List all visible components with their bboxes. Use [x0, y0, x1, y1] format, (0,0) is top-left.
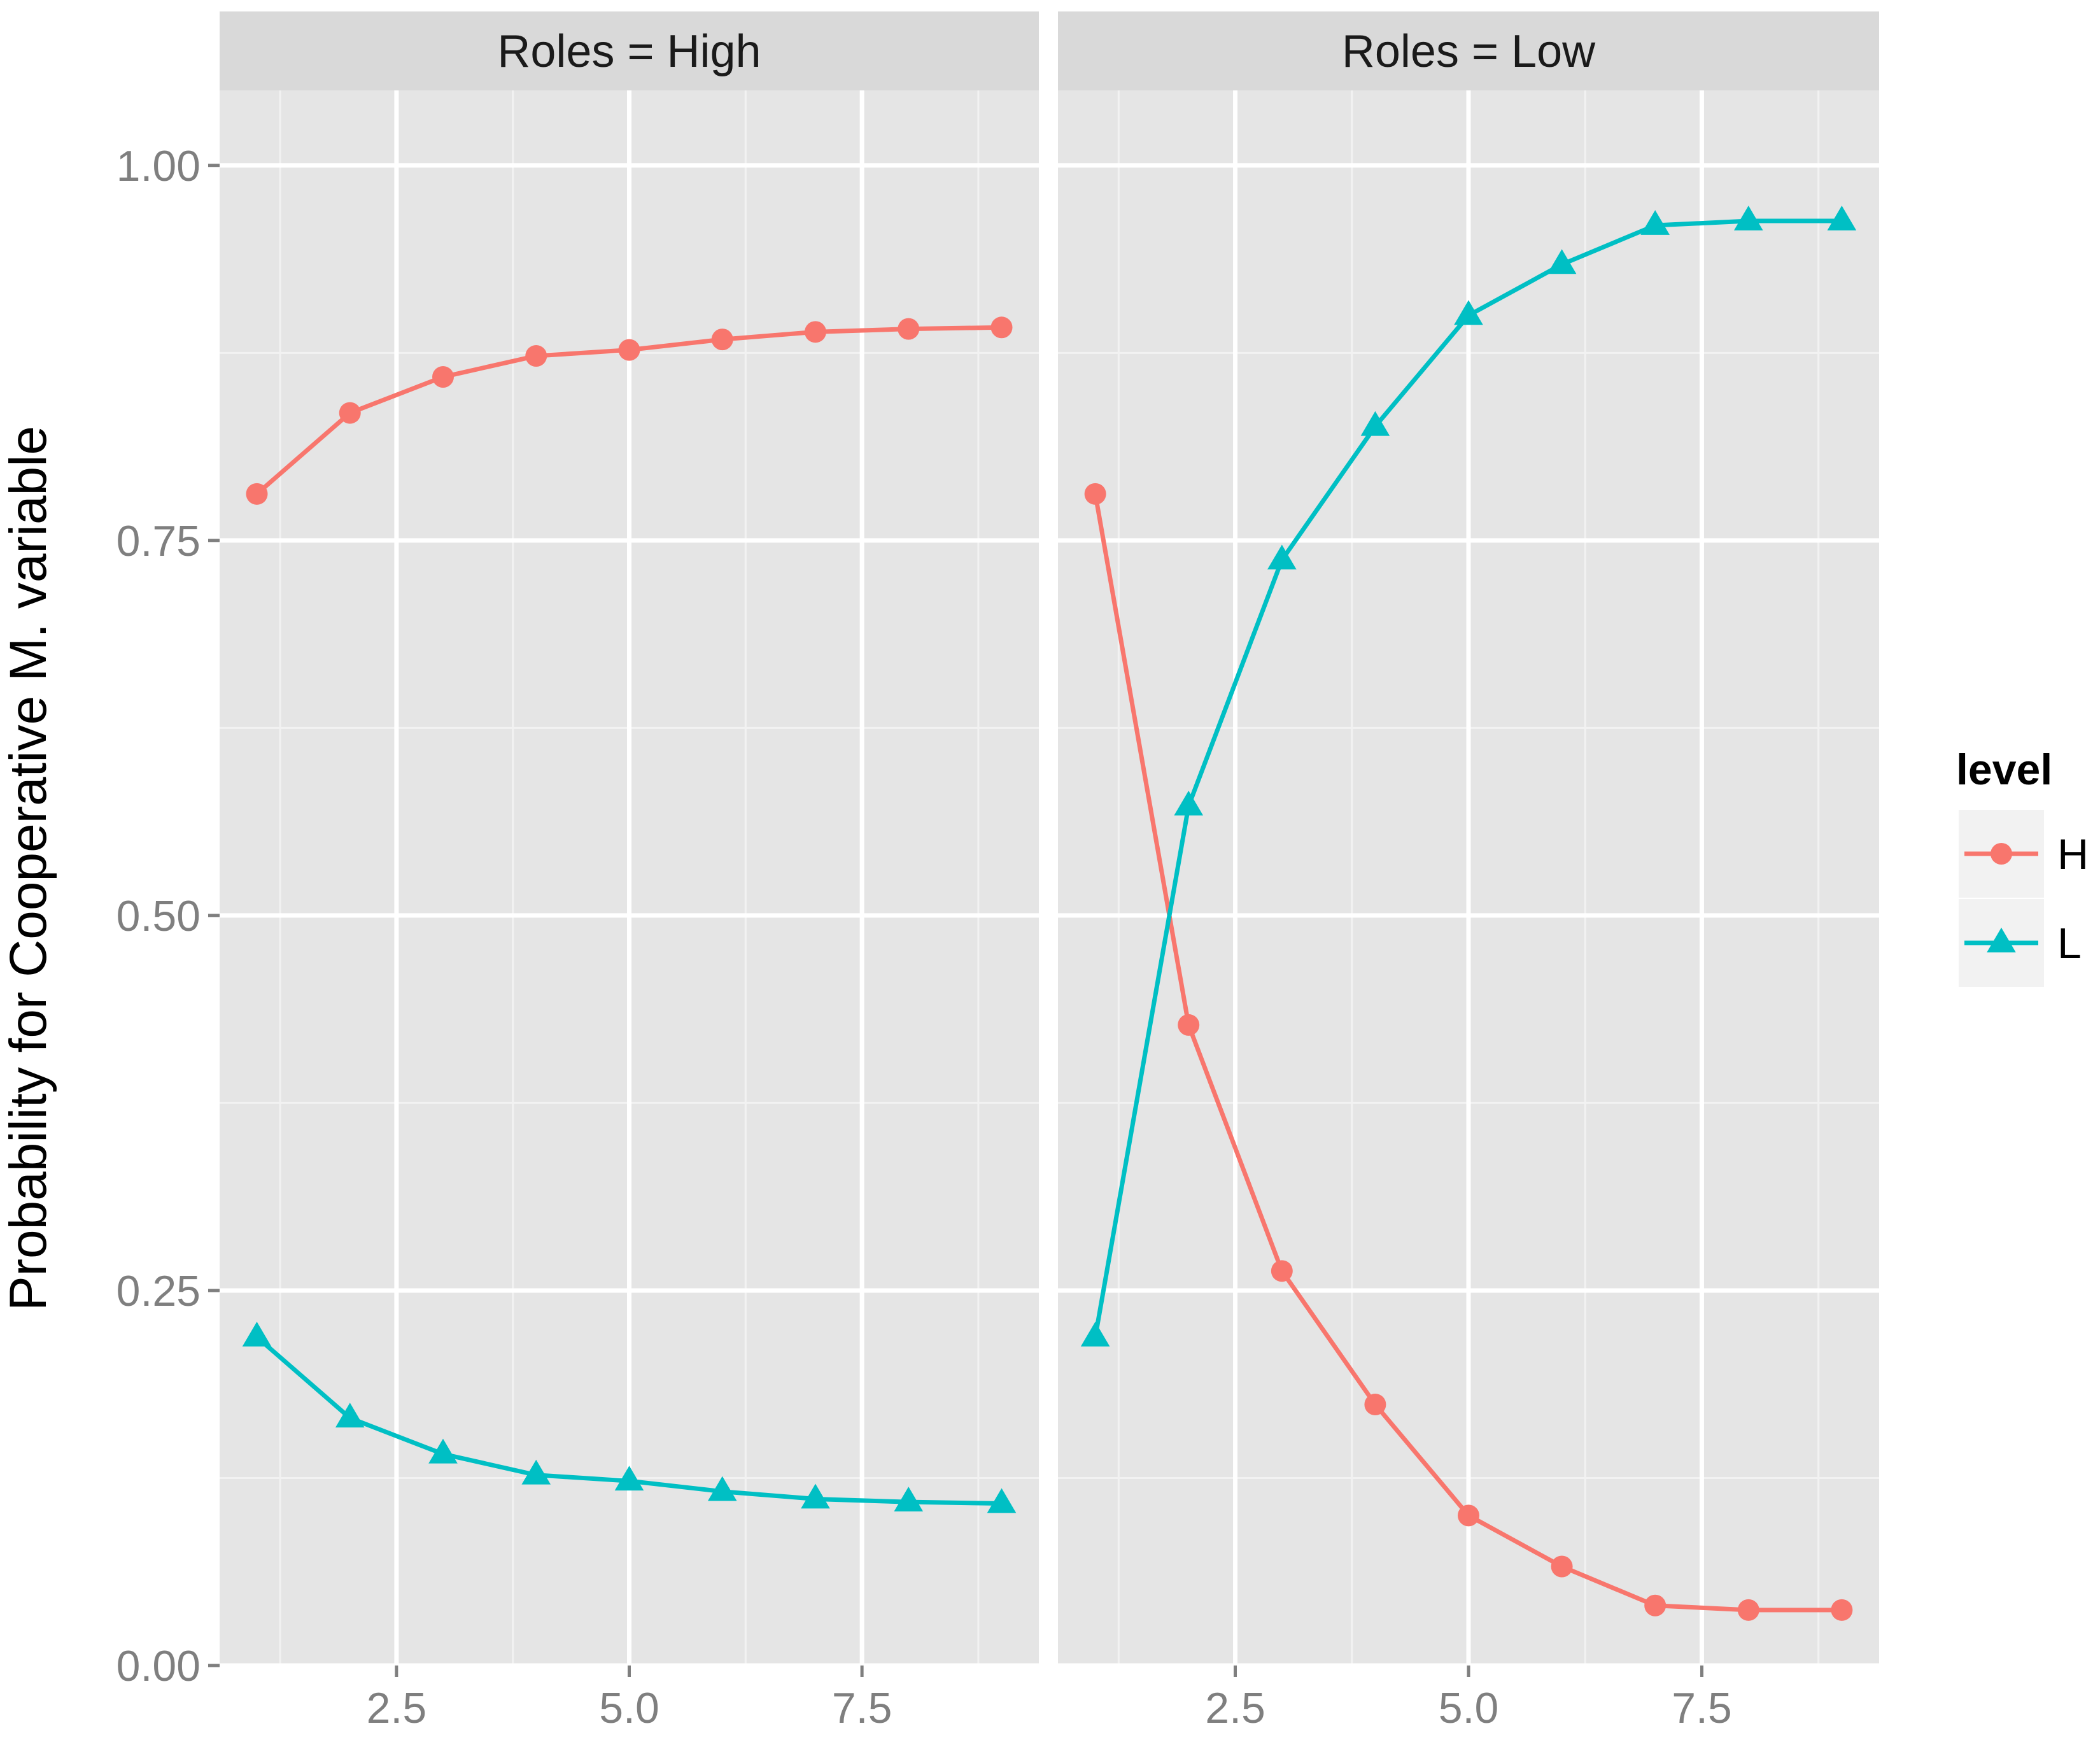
panel-strip	[1058, 11, 1879, 90]
legend-label: L	[2057, 919, 2082, 968]
data-point-H	[1271, 1260, 1293, 1282]
data-point-L	[614, 1466, 644, 1491]
data-point-H	[898, 318, 920, 340]
data-point-L	[1640, 210, 1670, 235]
y-axis-label: Probability for Cooperative M. variable	[0, 426, 57, 1311]
y-tick-label: 0.25	[116, 1267, 201, 1315]
data-point-L	[1080, 1321, 1110, 1347]
data-point-L	[801, 1483, 830, 1509]
data-point-L	[1174, 790, 1204, 816]
axes-layer: 2.5 5.0 7.5 2.5 5.0 7.5 0.00 0.25 0.50 0.75 1.00	[116, 142, 1732, 1732]
x-tick-label: 7.5	[832, 1684, 892, 1732]
legend-title: level	[1956, 746, 2052, 794]
data-point-H	[1551, 1555, 1573, 1578]
x-tick-label: 5.0	[599, 1684, 659, 1732]
data-point-H	[432, 366, 454, 388]
panels-layer: Roles = High Roles = Low	[220, 11, 1879, 1668]
legend-entry-L: L	[1959, 899, 2082, 987]
data-point-L	[1547, 249, 1577, 274]
data-point-L	[1267, 544, 1297, 570]
data-point-L	[242, 1321, 272, 1347]
data-point-H	[990, 316, 1013, 339]
data-point-H	[1458, 1504, 1479, 1527]
y-tick-label: 0.75	[116, 517, 201, 565]
data-point-L	[1454, 300, 1483, 325]
data-point-L	[894, 1487, 924, 1512]
y-tick-label: 0.00	[116, 1642, 201, 1690]
x-tick-label: 5.0	[1439, 1684, 1499, 1732]
legend-label: H	[2057, 830, 2089, 879]
data-point-L	[1733, 205, 1763, 230]
data-point-H	[618, 339, 640, 361]
data-point-L	[1827, 205, 1857, 230]
data-point-L	[1360, 411, 1390, 436]
x-tick-label: 7.5	[1672, 1684, 1732, 1732]
legend: level HL	[1956, 746, 2089, 987]
data-point-L	[987, 1488, 1017, 1513]
data-point-H	[525, 345, 547, 367]
panel-strip-label: Roles = Low	[1342, 26, 1596, 77]
data-point-L	[428, 1438, 458, 1464]
data-point-H	[1364, 1394, 1386, 1416]
data-point-H	[1178, 1014, 1200, 1036]
data-point-H	[1084, 483, 1106, 505]
data-point-H	[339, 402, 361, 424]
data-point-L	[521, 1459, 551, 1485]
x-tick-label: 2.5	[367, 1684, 427, 1732]
data-point-L	[335, 1403, 365, 1428]
data-point-H	[805, 321, 826, 343]
panel-strip-label: Roles = High	[497, 26, 761, 77]
data-point-H	[711, 329, 733, 351]
data-point-H	[1831, 1599, 1853, 1621]
legend-key-point	[1987, 928, 2016, 952]
y-tick-label: 1.00	[116, 142, 201, 190]
panel-strip	[220, 11, 1039, 90]
data-point-H	[1644, 1594, 1667, 1616]
data-point-L	[707, 1476, 737, 1501]
data-point-H	[246, 483, 268, 505]
data-point-H	[1737, 1599, 1759, 1621]
panel-roles-low: Roles = Low	[1058, 11, 1879, 1668]
y-tick-label: 0.50	[116, 892, 201, 940]
x-tick-label: 2.5	[1205, 1684, 1265, 1732]
legend-entry-H: H	[1959, 810, 2089, 898]
panel-roles-high: Roles = High	[220, 11, 1039, 1668]
legend-key-point	[1991, 843, 2012, 865]
